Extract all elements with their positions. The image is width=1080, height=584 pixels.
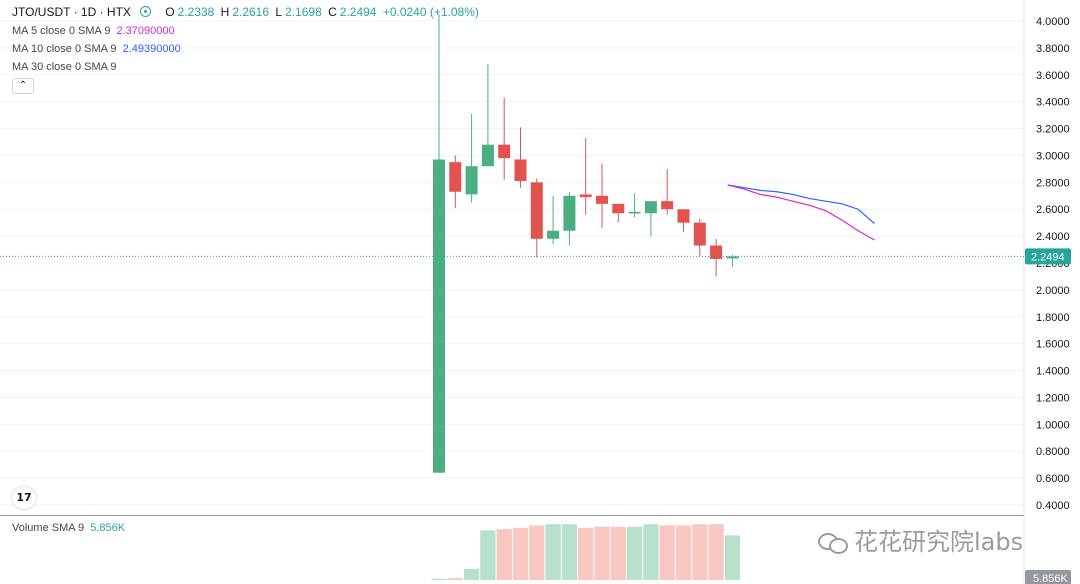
current-price-tag: 2.2494 — [1025, 248, 1071, 265]
price-tick-label: 0.4000 — [1036, 500, 1070, 512]
ma10-line — [727, 184, 875, 224]
price-tick-label: 3.8000 — [1036, 43, 1070, 55]
volume-bar — [692, 524, 708, 580]
candle-body — [465, 166, 478, 195]
volume-bar — [561, 524, 578, 580]
volume-label[interactable]: Volume SMA 9 — [12, 522, 85, 534]
candle-body — [433, 159, 445, 473]
volume-bar — [724, 535, 741, 580]
volume-bar — [545, 524, 561, 580]
candle-body — [449, 162, 462, 192]
price-tick-label: 2.0000 — [1036, 285, 1070, 297]
volume-bar — [675, 525, 692, 580]
volume-bar — [463, 568, 480, 580]
symbol-title[interactable]: JTO/USDT · 1D · HTX — [12, 5, 131, 19]
volume-bar — [610, 526, 626, 580]
tradingview-logo[interactable]: 17 — [12, 487, 36, 509]
ma5-legend[interactable]: MA 5 close 0 SMA 9 2.37090000 — [12, 24, 178, 38]
candle-body — [481, 144, 494, 167]
price-tick-label: 2.4000 — [1036, 231, 1070, 243]
volume-bar — [447, 578, 463, 580]
candle-body — [596, 195, 608, 204]
volume-bar — [578, 527, 594, 580]
collapse-legend-button[interactable]: ⌃ — [12, 78, 34, 94]
price-tick-label: 1.4000 — [1036, 366, 1070, 378]
price-tick-label: 1.6000 — [1036, 339, 1070, 351]
change-value: +0.0240 (+1.08%) — [382, 5, 479, 19]
close-label: C — [328, 5, 337, 19]
candle-body — [530, 182, 543, 239]
price-tick-label: 1.8000 — [1036, 312, 1070, 324]
ma30-legend[interactable]: MA 30 close 0 SMA 9 — [12, 60, 120, 74]
candle-body — [661, 201, 674, 210]
symbol-legend[interactable]: JTO/USDT · 1D · HTX O 2.2338 H 2.2616 L 2.1… — [12, 5, 482, 19]
volume-legend[interactable]: Volume SMA 9 5.856K — [12, 521, 128, 535]
ma10-label[interactable]: MA 10 close 0 SMA 9 — [12, 43, 117, 55]
close-value: 2.2494 — [339, 5, 377, 19]
eye-icon[interactable] — [139, 6, 151, 17]
candle-body — [563, 195, 576, 231]
watermark: 花花研究院labs — [818, 522, 1023, 557]
ma30-label[interactable]: MA 30 close 0 SMA 9 — [12, 61, 117, 73]
price-tick-label: 0.6000 — [1036, 473, 1070, 485]
candle-body — [612, 203, 625, 214]
volume-bar — [643, 524, 659, 580]
open-value: 2.2338 — [177, 5, 215, 19]
volume-bar — [529, 525, 545, 580]
candle-body — [726, 256, 739, 259]
volume-value-tag: 5.856K — [1025, 570, 1071, 584]
price-tick-label: 3.2000 — [1036, 124, 1070, 136]
volume-bar — [594, 526, 610, 580]
ma5-line — [727, 184, 875, 241]
price-tick-label: 1.2000 — [1036, 392, 1070, 404]
price-tick-label: 2.8000 — [1036, 177, 1070, 189]
candle-body — [579, 194, 592, 198]
volume-bar — [626, 526, 643, 580]
chevron-up-icon: ⌃ — [18, 80, 28, 91]
volume-bar — [480, 530, 496, 580]
price-tick-label: 1.0000 — [1036, 419, 1070, 431]
candle-body — [677, 209, 690, 223]
price-tick-label: 0.8000 — [1036, 446, 1070, 458]
volume-bar — [512, 527, 529, 580]
high-value: 2.2616 — [232, 5, 270, 19]
price-tick-label: 3.6000 — [1036, 70, 1070, 82]
open-label: O — [165, 5, 175, 19]
ma5-label[interactable]: MA 5 close 0 SMA 9 — [12, 25, 111, 37]
ma5-value: 2.37090000 — [116, 25, 175, 37]
low-value: 2.1698 — [285, 5, 322, 19]
price-tick-label: 4.0000 — [1036, 16, 1070, 28]
watermark-text: 花花研究院labs — [854, 528, 1024, 556]
high-label: H — [220, 5, 230, 19]
volume-histogram — [431, 524, 741, 580]
wechat-icon — [818, 531, 848, 554]
price-tick-label: 2.6000 — [1036, 204, 1070, 216]
candle-body — [498, 144, 511, 159]
svg-text:5.856K: 5.856K — [1033, 573, 1069, 584]
price-tick-label: 3.0000 — [1036, 150, 1070, 162]
volume-bar — [496, 529, 512, 580]
candle-body — [644, 201, 657, 214]
candle-body — [514, 159, 527, 181]
price-grid — [0, 20, 1024, 506]
candle-body — [547, 230, 560, 239]
ma10-legend[interactable]: MA 10 close 0 SMA 9 2.49390000 — [12, 42, 184, 56]
candle-body — [628, 211, 641, 214]
price-tick-label: 3.4000 — [1036, 97, 1070, 109]
candle-body — [693, 222, 706, 246]
price-axis[interactable]: 4.0000 3.8000 3.6000 3.4000 3.2000 3.0000 2.80… — [1036, 16, 1070, 512]
volume-bar — [708, 524, 724, 580]
low-label: L — [275, 5, 283, 19]
volume-value: 5.856K — [90, 522, 126, 534]
ma10-value: 2.49390000 — [122, 43, 181, 55]
candle-body — [710, 245, 723, 259]
svg-text:2.2494: 2.2494 — [1031, 251, 1065, 263]
candlestick-series — [433, 14, 739, 473]
volume-bar — [431, 578, 447, 580]
volume-bar — [659, 525, 675, 580]
